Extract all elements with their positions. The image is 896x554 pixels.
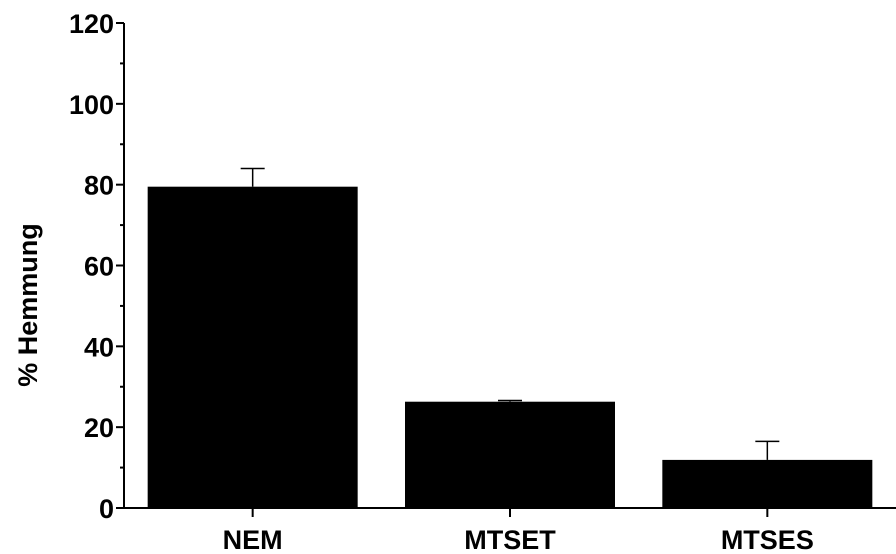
y-tick-label: 120	[69, 9, 114, 39]
y-tick-label: 100	[69, 90, 114, 120]
y-tick-label: 0	[99, 494, 114, 524]
y-tick-label: 80	[84, 171, 114, 201]
y-axis-title: % Hemmung	[13, 223, 43, 387]
y-tick-labels: 0 20 40 60 80 100 120	[69, 9, 114, 524]
bars-group	[147, 186, 873, 508]
y-tick-label: 40	[84, 332, 114, 362]
y-tick-label: 20	[84, 413, 114, 443]
error-bars-group	[240, 167, 780, 460]
bar-mtses	[662, 459, 873, 508]
x-category-labels: NEM MTSET MTSES	[223, 525, 814, 554]
bar-nem	[147, 186, 358, 508]
x-tick-label-mtset: MTSET	[464, 525, 556, 554]
x-tick-label-nem: NEM	[223, 525, 283, 554]
x-tick-label-mtses: MTSES	[721, 525, 814, 554]
y-tick-label: 60	[84, 252, 114, 282]
bar-mtset	[405, 401, 615, 508]
axes-group	[116, 22, 896, 517]
